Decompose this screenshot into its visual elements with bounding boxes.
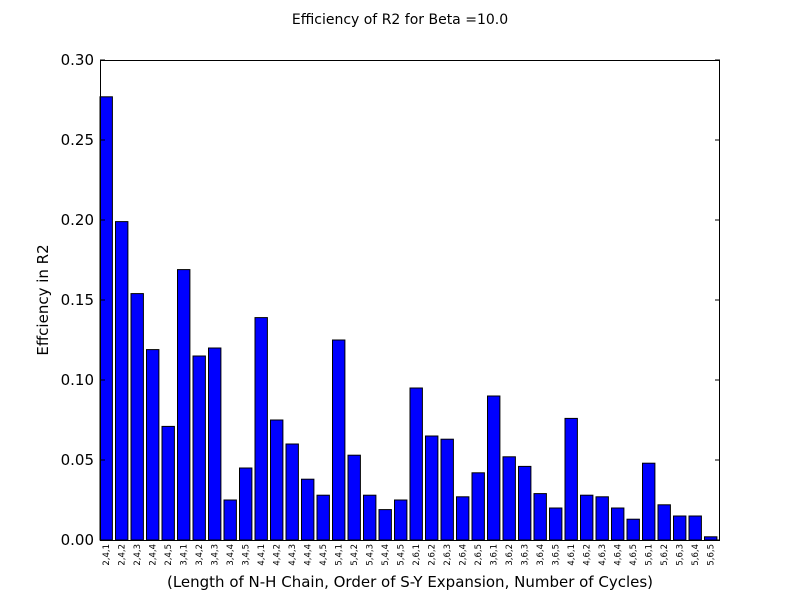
bar [332,339,346,541]
x-axis: 2,4,1 2,4,2 2,4,3 2,4,4 2,4,5 3,4,1 3,4,2 3,4,3… [102,544,717,566]
bars-group [99,96,718,541]
y-axis: 0.00 0.05 0.10 0.15 0.20 0.25 0.30 [61,51,720,549]
y-tick-label: 0.25 [61,131,94,149]
x-tick-label: 4,4,3 [288,544,298,566]
bar [564,417,578,541]
plot-frame [100,60,720,541]
y-tick-label: 0.15 [61,291,94,309]
bar [595,496,609,541]
x-tick-label: 4,6,5 [629,544,639,566]
bar [301,478,315,541]
x-tick-label: 5,6,2 [660,544,670,566]
bar [285,443,299,541]
x-tick-label: 4,6,4 [614,544,624,566]
chart-title: Efficiency of R2 for Beta =10.0 [292,12,508,28]
x-tick-label: 4,4,4 [304,544,314,566]
x-tick-label: 5,6,1 [645,544,655,566]
bar [673,515,687,541]
x-tick-label: 3,4,2 [195,544,205,566]
x-tick-label: 5,4,4 [381,544,391,566]
bar [378,509,392,541]
x-tick-label: 5,4,3 [366,544,376,566]
x-tick-label: 3,4,1 [180,544,190,566]
x-tick-label: 3,6,3 [521,544,531,566]
x-tick-label: 3,6,4 [536,544,546,566]
bar [409,387,423,541]
bar [518,465,532,541]
x-tick-label: 2,4,3 [133,544,143,566]
bar [440,438,454,541]
bar [115,221,129,541]
bar [239,467,253,541]
x-tick-label: 2,6,2 [428,544,438,566]
x-tick-label: 5,6,3 [676,544,686,566]
bar [223,499,237,541]
x-tick-label: 3,6,1 [490,544,500,566]
bar [394,499,408,541]
bar [657,504,671,541]
x-tick-label: 4,6,2 [583,544,593,566]
x-tick-label: 2,4,2 [118,544,128,566]
bar [626,518,640,541]
bar [130,293,144,541]
bar [192,355,206,541]
x-tick-label: 2,4,1 [102,544,112,566]
x-tick-label: 3,4,5 [242,544,252,566]
x-tick-label: 4,4,5 [319,544,329,566]
x-tick-label: 4,6,1 [567,544,577,566]
y-tick-label: 0.00 [61,531,94,549]
y-tick-label: 0.05 [61,451,94,469]
x-tick-label: 2,6,4 [459,544,469,566]
bar [533,493,547,541]
x-tick-label: 2,4,4 [149,544,159,566]
x-axis-label: (Length of N-H Chain, Order of S-Y Expan… [167,573,653,591]
bar [177,269,191,541]
bar [146,349,160,541]
y-axis-label: Effciency in R2 [34,244,52,355]
bar [549,507,563,541]
x-tick-label: 5,4,5 [397,544,407,566]
bar [425,435,439,541]
bar [580,494,594,541]
bar [642,462,656,541]
bar [347,454,361,541]
bar [502,456,516,541]
bar [161,425,175,541]
bar [487,395,501,541]
bar [471,472,485,541]
x-tick-label: 3,6,5 [552,544,562,566]
x-tick-label: 4,6,3 [598,544,608,566]
x-tick-label: 3,6,2 [505,544,515,566]
y-tick-label: 0.10 [61,371,94,389]
bar [208,347,222,541]
x-tick-label: 2,6,5 [474,544,484,566]
x-tick-label: 2,6,3 [443,544,453,566]
bar [254,317,268,541]
bar [316,494,330,541]
x-tick-label: 4,4,2 [273,544,283,566]
x-tick-label: 2,6,1 [412,544,422,566]
bar [99,96,113,541]
bar [363,494,377,541]
x-tick-label: 4,4,1 [257,544,267,566]
bar [688,515,702,541]
x-tick-label: 5,6,4 [691,544,701,566]
bar [456,496,470,541]
x-tick-label: 5,6,5 [707,544,717,566]
x-tick-label: 2,4,5 [164,544,174,566]
bar [611,507,625,541]
x-tick-label: 3,4,4 [226,544,236,566]
bar [270,419,284,541]
x-tick-label: 5,4,2 [350,544,360,566]
y-tick-label: 0.20 [61,211,94,229]
x-tick-label: 3,4,3 [211,544,221,566]
x-tick-label: 5,4,1 [335,544,345,566]
y-tick-label: 0.30 [61,51,94,69]
